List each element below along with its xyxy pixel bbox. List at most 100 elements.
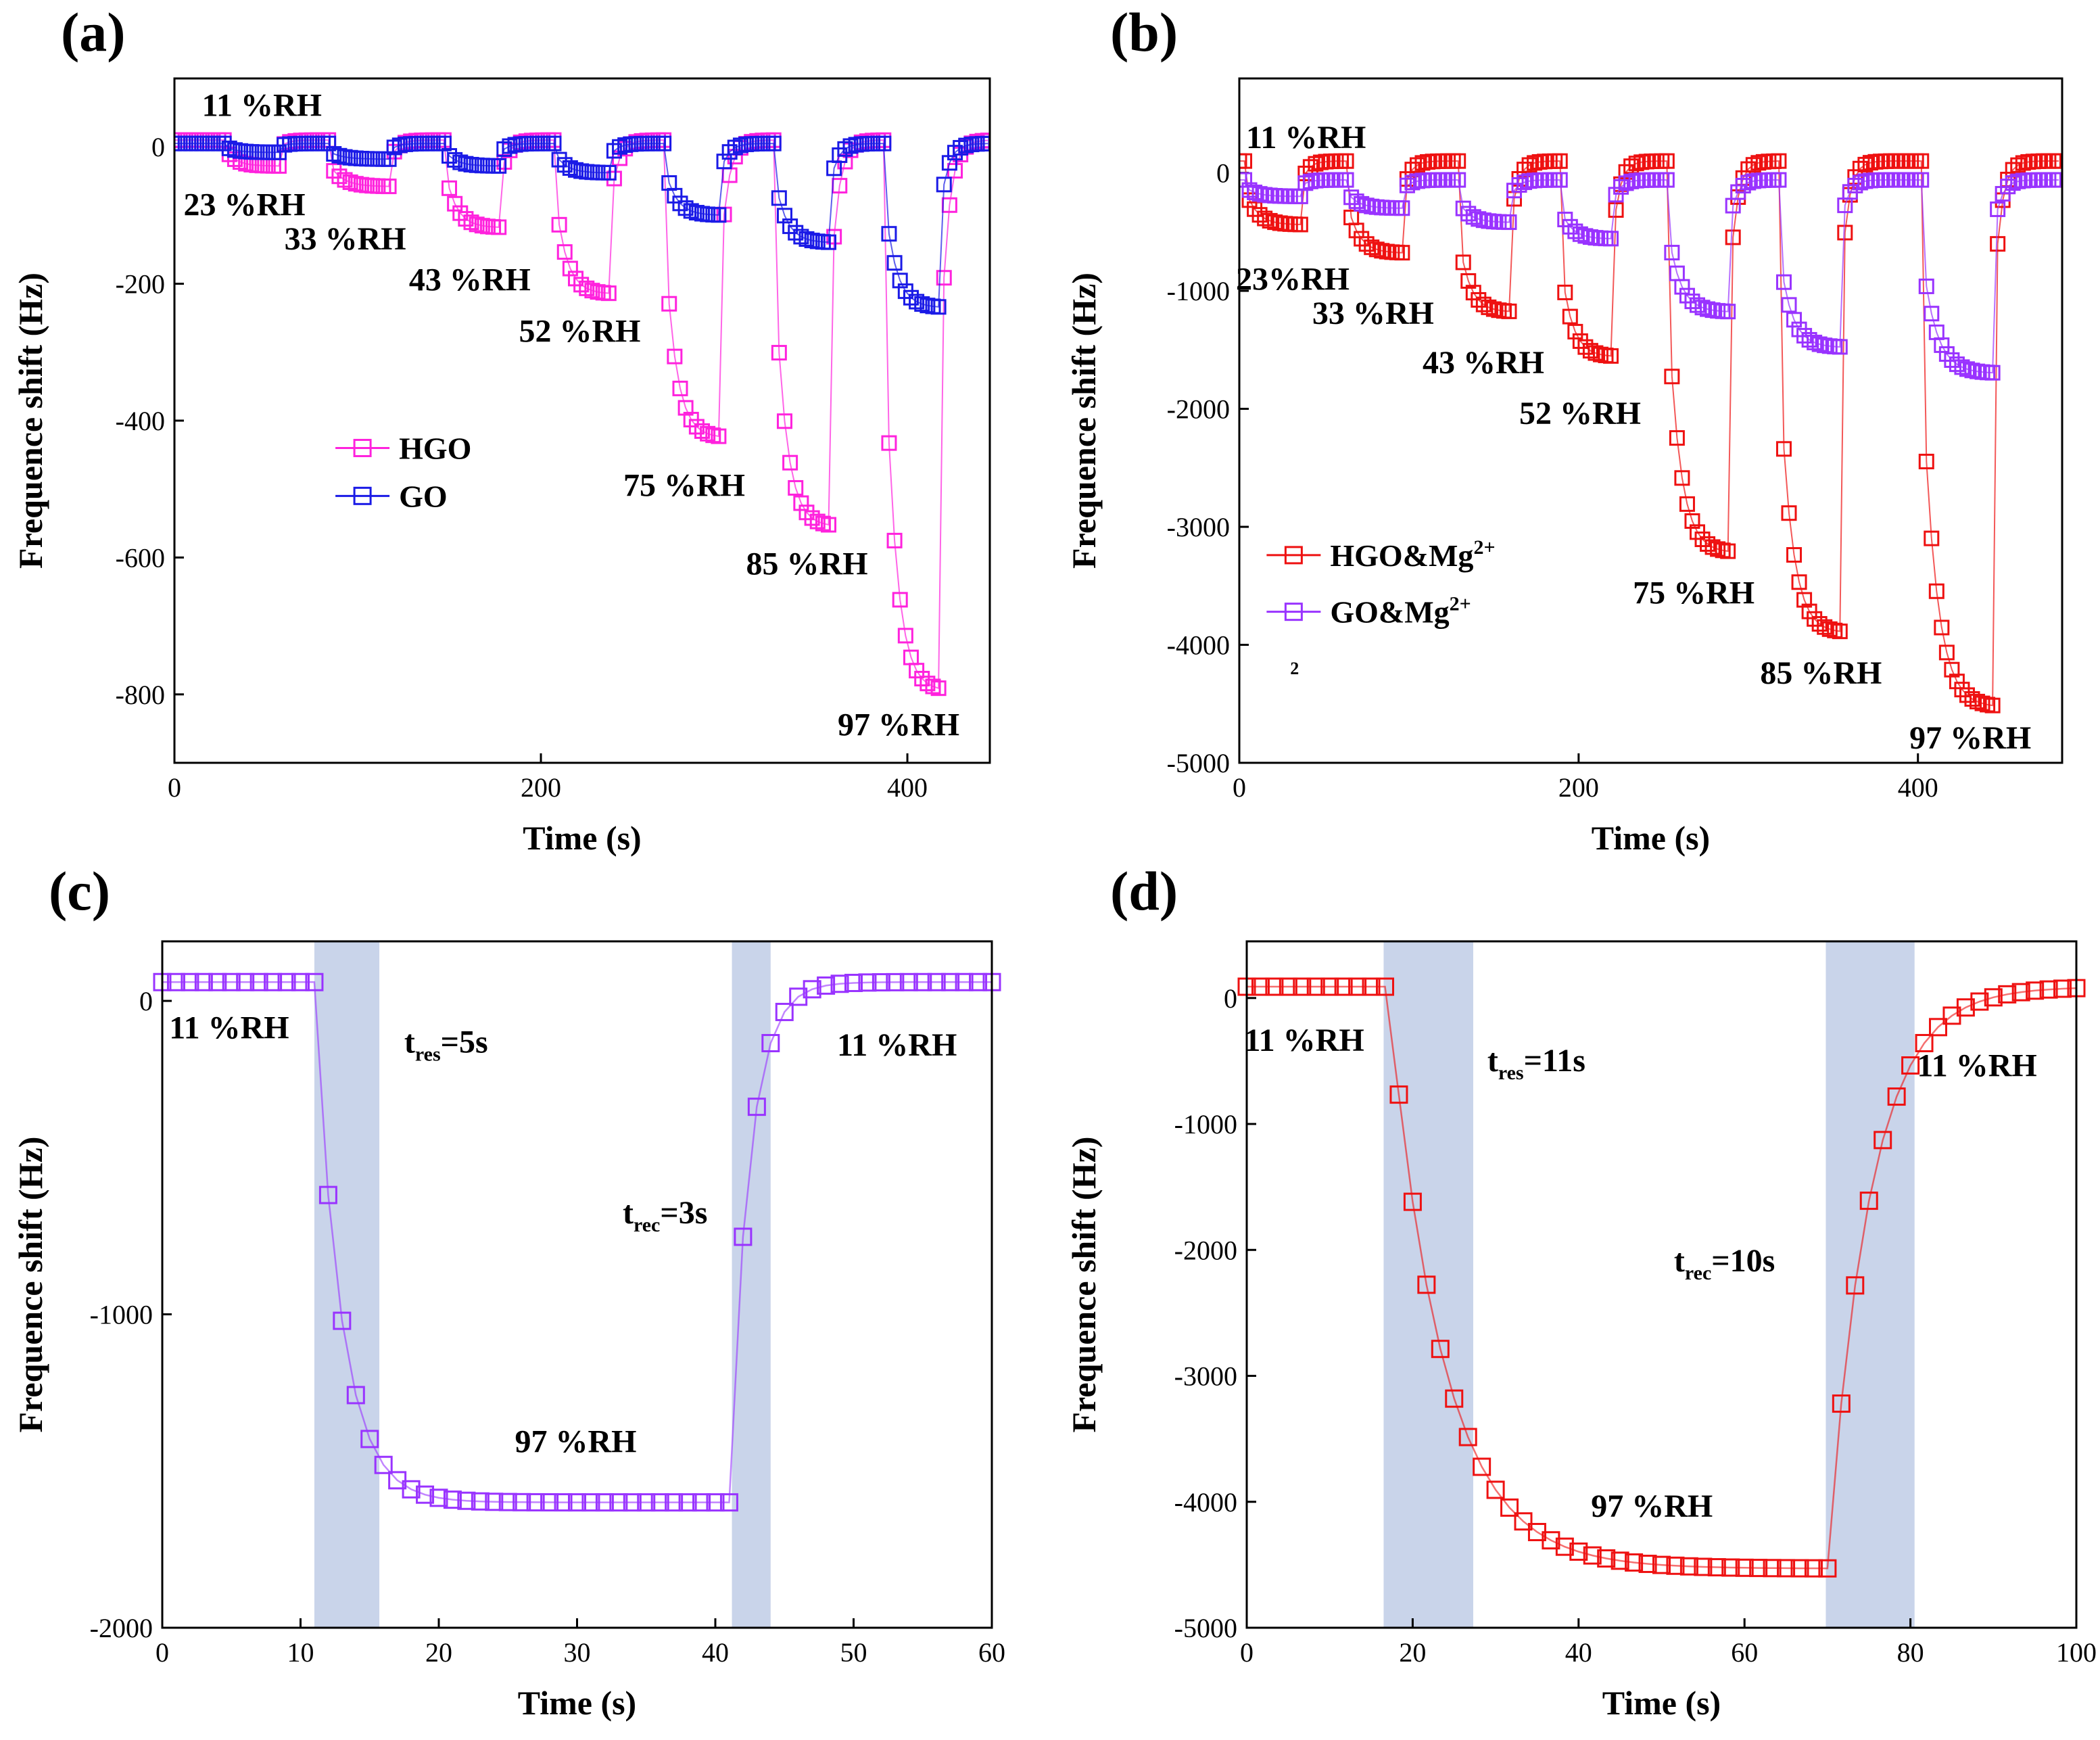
data-point	[1445, 1389, 1464, 1408]
data-point	[727, 149, 743, 165]
data-point	[804, 510, 820, 526]
data-point	[326, 146, 342, 162]
y-tick-label: -600	[116, 542, 165, 573]
data-point	[1368, 241, 1385, 258]
data-point	[1358, 197, 1375, 214]
data-point	[1501, 214, 1517, 231]
data-point	[826, 229, 842, 245]
x-tick-label: 200	[521, 772, 561, 803]
data-point	[782, 454, 798, 471]
y-tick-label: -800	[116, 680, 165, 710]
data-point	[416, 1485, 435, 1504]
data-point	[821, 234, 837, 250]
data-point	[1394, 245, 1410, 261]
data-point	[1306, 977, 1325, 996]
data-point	[291, 972, 310, 991]
y-tick-label: 0	[1216, 158, 1230, 189]
data-point	[1924, 530, 1940, 546]
x-tick-label: 100	[2056, 1637, 2097, 1668]
data-point	[1901, 1056, 1920, 1075]
data-point	[775, 1002, 794, 1021]
data-point	[386, 139, 402, 156]
data-point	[435, 135, 452, 151]
data-point	[498, 1492, 517, 1511]
data-point	[568, 1493, 586, 1512]
data-point	[876, 135, 892, 151]
data-point	[2011, 983, 2030, 1002]
x-tick-label: 200	[1558, 772, 1599, 803]
rh-annotation: 11 %RH	[1246, 120, 1366, 156]
panel-label: (d)	[1110, 860, 1178, 922]
data-point	[1567, 323, 1583, 339]
data-point	[1417, 1275, 1436, 1294]
data-point	[914, 296, 930, 312]
x-axis-label: Time (s)	[1592, 819, 1710, 857]
data-point	[958, 137, 974, 154]
legend-marker	[353, 438, 372, 457]
data-point	[1775, 274, 1792, 290]
data-point	[208, 972, 227, 991]
data-point	[1588, 345, 1604, 361]
x-axis-label: Time (s)	[1602, 1684, 1721, 1722]
data-point	[609, 1493, 628, 1512]
data-point	[1669, 430, 1685, 446]
data-point	[678, 1493, 697, 1512]
data-point	[1938, 644, 1955, 661]
data-point	[1465, 209, 1481, 225]
data-point	[551, 151, 567, 168]
data-point	[1846, 1276, 1865, 1295]
data-point	[1786, 547, 1803, 563]
legend-marker	[353, 486, 372, 505]
data-point	[166, 972, 185, 991]
data-point	[452, 154, 469, 170]
data-point	[930, 680, 947, 697]
data-point	[1582, 343, 1598, 359]
data-point	[706, 1493, 725, 1512]
data-point	[1740, 174, 1757, 191]
data-point	[1832, 339, 1848, 355]
data-point	[711, 207, 727, 223]
time-constant-subscript: rec	[634, 1214, 660, 1236]
data-point	[1929, 1018, 1947, 1037]
data-point	[612, 139, 628, 155]
x-tick-label: 60	[1731, 1637, 1758, 1668]
data-point	[447, 195, 463, 212]
data-point	[1887, 1087, 1906, 1106]
data-point	[1583, 1546, 1602, 1565]
data-point	[2000, 179, 2016, 195]
data-point	[1460, 273, 1477, 289]
panel-label: (b)	[1110, 1, 1178, 63]
series-GO&Mg2+	[1239, 172, 2062, 381]
series-GO	[174, 135, 990, 315]
data-point	[1847, 169, 1863, 185]
data-point	[1990, 201, 2006, 217]
data-point	[1690, 297, 1706, 313]
data-point	[1818, 1559, 1837, 1578]
x-tick-label: 50	[840, 1637, 867, 1668]
data-point	[402, 1480, 421, 1499]
data-point	[1984, 697, 2001, 713]
y-tick-label: 0	[151, 132, 165, 162]
data-point	[1247, 184, 1263, 200]
data-point	[1251, 977, 1270, 996]
data-point	[1970, 992, 1989, 1011]
data-point	[1320, 977, 1339, 996]
data-point	[554, 1493, 573, 1512]
rh-annotation: 23%RH	[1236, 261, 1350, 297]
data-point	[1725, 229, 1741, 245]
data-point	[1450, 153, 1466, 169]
data-point	[1811, 336, 1828, 352]
data-point	[719, 1493, 738, 1512]
data-point	[930, 299, 947, 315]
legend: HGO&Mg2+ GO&Mg2+	[1266, 536, 1496, 630]
data-point	[1679, 496, 1695, 512]
data-point	[556, 244, 573, 260]
y-tick-label: -5000	[1167, 748, 1230, 778]
data-point	[925, 678, 941, 695]
panel-d: (d) 0 20 40 60 80 100 0 -1000 -2000 -3000 -4000 -500…	[1065, 860, 2097, 1722]
data-point	[1262, 212, 1278, 229]
rh-annotation: 11 %RH	[1244, 1022, 1364, 1058]
data-point	[1458, 1428, 1477, 1447]
time-band	[1825, 941, 1915, 1628]
data-point	[817, 976, 836, 995]
